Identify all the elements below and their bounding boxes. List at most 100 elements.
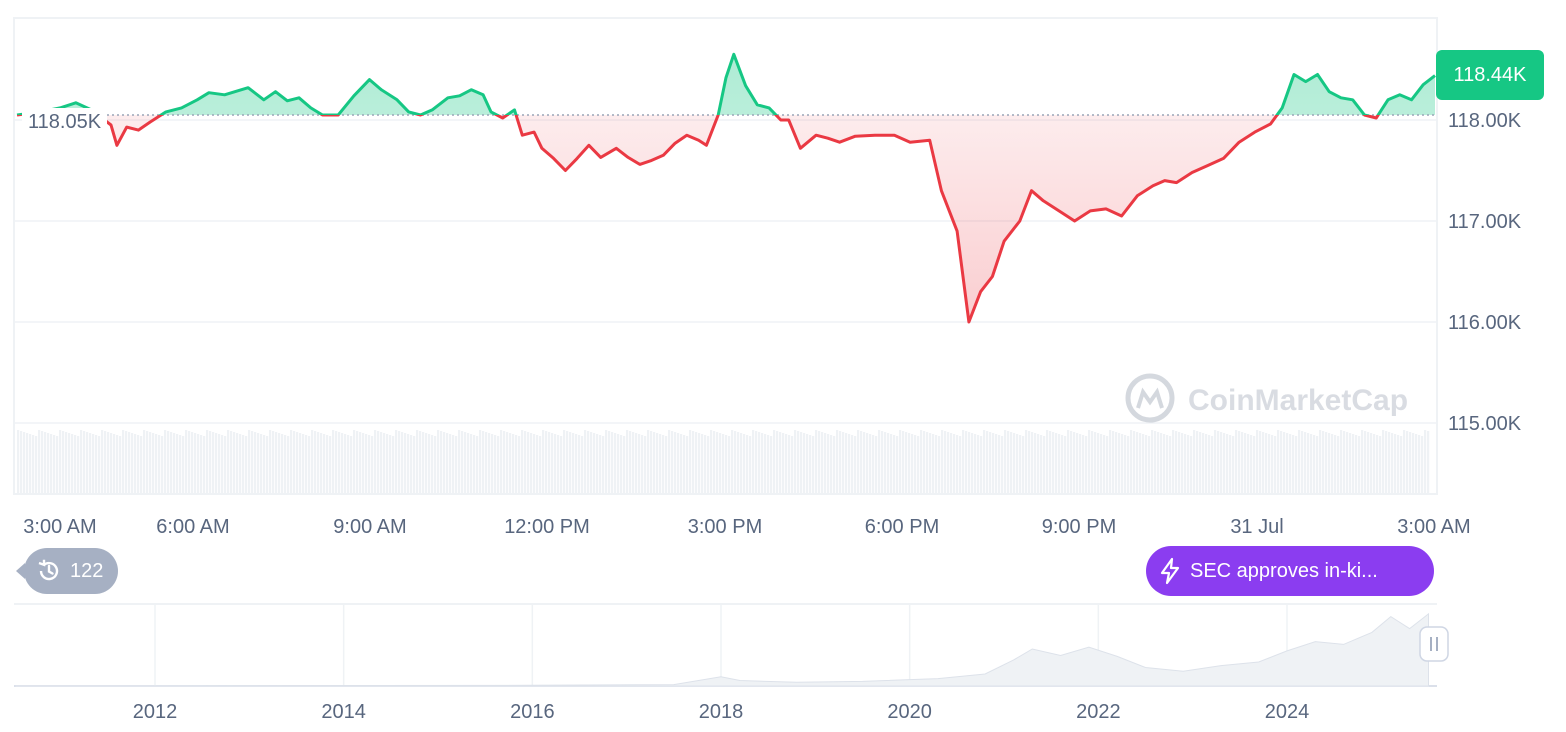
volume-bar [1127, 436, 1130, 494]
volume-bar [125, 431, 128, 494]
volume-bar [1292, 435, 1295, 494]
volume-bar [665, 436, 668, 494]
volume-bar [929, 433, 932, 494]
volume-bar [1088, 430, 1091, 494]
volume-bar [1202, 433, 1205, 494]
volume-bar [677, 433, 680, 494]
volume-bar [893, 435, 896, 494]
volume-bar [395, 430, 398, 494]
volume-bar [914, 435, 917, 494]
price-line [16, 52, 1436, 324]
volume-bar [524, 431, 527, 494]
volume-bar [209, 431, 212, 494]
volume-bar [737, 432, 740, 494]
volume-bar [932, 434, 935, 494]
volume-bar [416, 430, 419, 494]
volume-bar [659, 434, 662, 494]
volume-bar [1043, 436, 1046, 494]
volume-bar [791, 436, 794, 494]
volume-bar [326, 435, 329, 494]
volume-bar [107, 432, 110, 494]
navigator-area [15, 612, 1429, 687]
volume-bar [392, 436, 395, 494]
volume-bar [1352, 434, 1355, 494]
volume-bar [1073, 432, 1076, 494]
volume-bar [1223, 433, 1226, 494]
volume-bar [578, 435, 581, 494]
volume-bar [1094, 432, 1097, 494]
volume-bar [377, 431, 380, 494]
history-badge[interactable]: 122 [16, 548, 118, 594]
volume-bar [1256, 430, 1259, 494]
volume-bar [344, 434, 347, 494]
volume-bar [239, 434, 242, 494]
volume-bar [1196, 431, 1199, 494]
volume-bar [482, 431, 485, 494]
volume-bar [902, 431, 905, 494]
volume-bar [371, 436, 374, 494]
volume-bar [1241, 432, 1244, 494]
volume-bar [1142, 434, 1145, 494]
volume-bar [86, 432, 89, 494]
volume-bar [587, 431, 590, 494]
volume-bar [947, 432, 950, 494]
volume-bar [785, 434, 788, 494]
volume-bar [812, 436, 815, 494]
volume-bar [863, 432, 866, 494]
volume-bar [860, 431, 863, 494]
x-tick-label: 31 Jul [1230, 516, 1283, 538]
volume-bar [1172, 430, 1175, 494]
volume-bar [917, 436, 920, 494]
news-event-pill[interactable]: SEC approves in-ki... [1146, 546, 1434, 596]
volume-bar [23, 432, 26, 494]
volume-bar [1394, 434, 1397, 494]
volume-bar [890, 434, 893, 494]
volume-bar [275, 432, 278, 494]
volume-bar [320, 433, 323, 494]
volume-bar [59, 430, 62, 494]
volume-bar [26, 433, 29, 494]
volume-bar [1175, 431, 1178, 494]
volume-bar [572, 433, 575, 494]
volume-bar [83, 431, 86, 494]
navigator-handle[interactable] [1419, 626, 1449, 662]
volume-bar [494, 435, 497, 494]
volume-bar [170, 432, 173, 494]
volume-bar [92, 434, 95, 494]
volume-bar [212, 432, 215, 494]
volume-bar [473, 435, 476, 494]
volume-bar [1229, 435, 1232, 494]
volume-bar [1232, 436, 1235, 494]
volume-bar [623, 436, 626, 494]
volume-bar [1154, 431, 1157, 494]
volume-bar [191, 432, 194, 494]
volume-bar [1052, 432, 1055, 494]
volume-bar [1367, 432, 1370, 494]
range-navigator[interactable]: 2012 2014 2016 2018 2020 2022 2024 [14, 603, 1449, 723]
volume-bar [506, 432, 509, 494]
volume-bar [593, 433, 596, 494]
volume-bar [1157, 432, 1160, 494]
volume-bar [449, 434, 452, 494]
volume-bar [1226, 434, 1229, 494]
volume-bar [839, 431, 842, 494]
volume-bar [1277, 430, 1280, 494]
volume-bar [476, 436, 479, 494]
volume-bar [884, 432, 887, 494]
volume-bar [611, 432, 614, 494]
volume-bar [1103, 435, 1106, 494]
volume-bar [1415, 434, 1418, 494]
volume-bar [719, 433, 722, 494]
volume-bar [686, 436, 689, 494]
lightning-icon [1160, 557, 1180, 585]
volume-bar [851, 435, 854, 494]
volume-bar [80, 430, 83, 494]
volume-bar [746, 435, 749, 494]
volume-bar [1091, 431, 1094, 494]
volume-bar [1121, 434, 1124, 494]
volume-bar [707, 436, 710, 494]
volume-bar [830, 435, 833, 494]
volume-bar [152, 433, 155, 494]
volume-bar [47, 433, 50, 494]
